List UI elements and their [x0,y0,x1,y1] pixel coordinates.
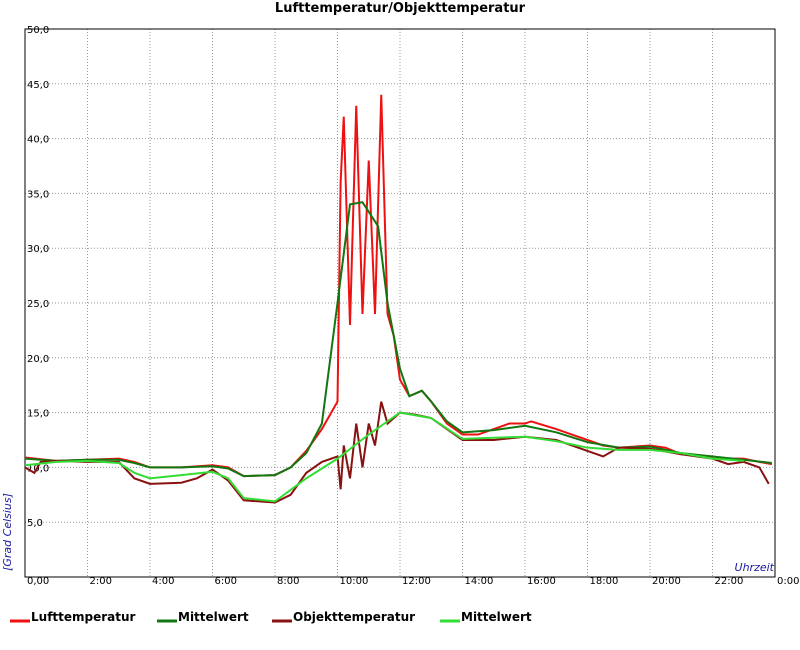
x-tick-label: 20:00 [652,576,681,587]
x-tick-label: 6:00 [215,576,237,587]
x-tick-label: 8:00 [277,576,299,587]
x-tick-label: 22:00 [715,576,744,587]
y-tick-label: 10,0 [27,463,49,474]
x-tick-label: 0:00 [777,576,799,587]
y-tick-label: 35,0 [27,189,49,200]
x-tick-label: 10:00 [340,576,369,587]
y-tick-label: 40,0 [27,135,49,146]
plot-frame [24,28,776,578]
x-tick-label: 0,00 [27,576,49,587]
x-axis-label: Uhrzeit [735,561,775,574]
x-tick-label: 18:00 [590,576,619,587]
legend-label: Lufttemperatur [31,610,136,624]
x-tick-label: 16:00 [527,576,556,587]
y-tick-label: 20,0 [27,354,49,365]
y-tick-label: 50,0 [27,25,49,36]
x-tick-label: 12:00 [402,576,431,587]
x-tick-label: 14:00 [465,576,494,587]
x-tick-label: 2:00 [90,576,112,587]
data-line [24,401,770,504]
y-tick-label: 25,0 [27,299,49,310]
legend-label: Objekttemperatur [293,610,415,624]
x-tick-label: 4:00 [152,576,174,587]
y-tick-label: 15,0 [27,409,49,420]
chart-title: Lufttemperatur/Objekttemperatur [275,1,526,16]
legend-label: Mittelwert [178,610,249,624]
data-line [24,201,772,478]
y-tick-label: 30,0 [27,244,49,255]
data-line [24,94,773,478]
legend-label: Mittelwert [461,610,532,624]
y-tick-label: 45,0 [27,80,49,91]
y-axis-label: [Grad Celsius] [1,493,14,571]
data-line [24,411,744,503]
y-tick-label: 5,0 [27,518,43,529]
